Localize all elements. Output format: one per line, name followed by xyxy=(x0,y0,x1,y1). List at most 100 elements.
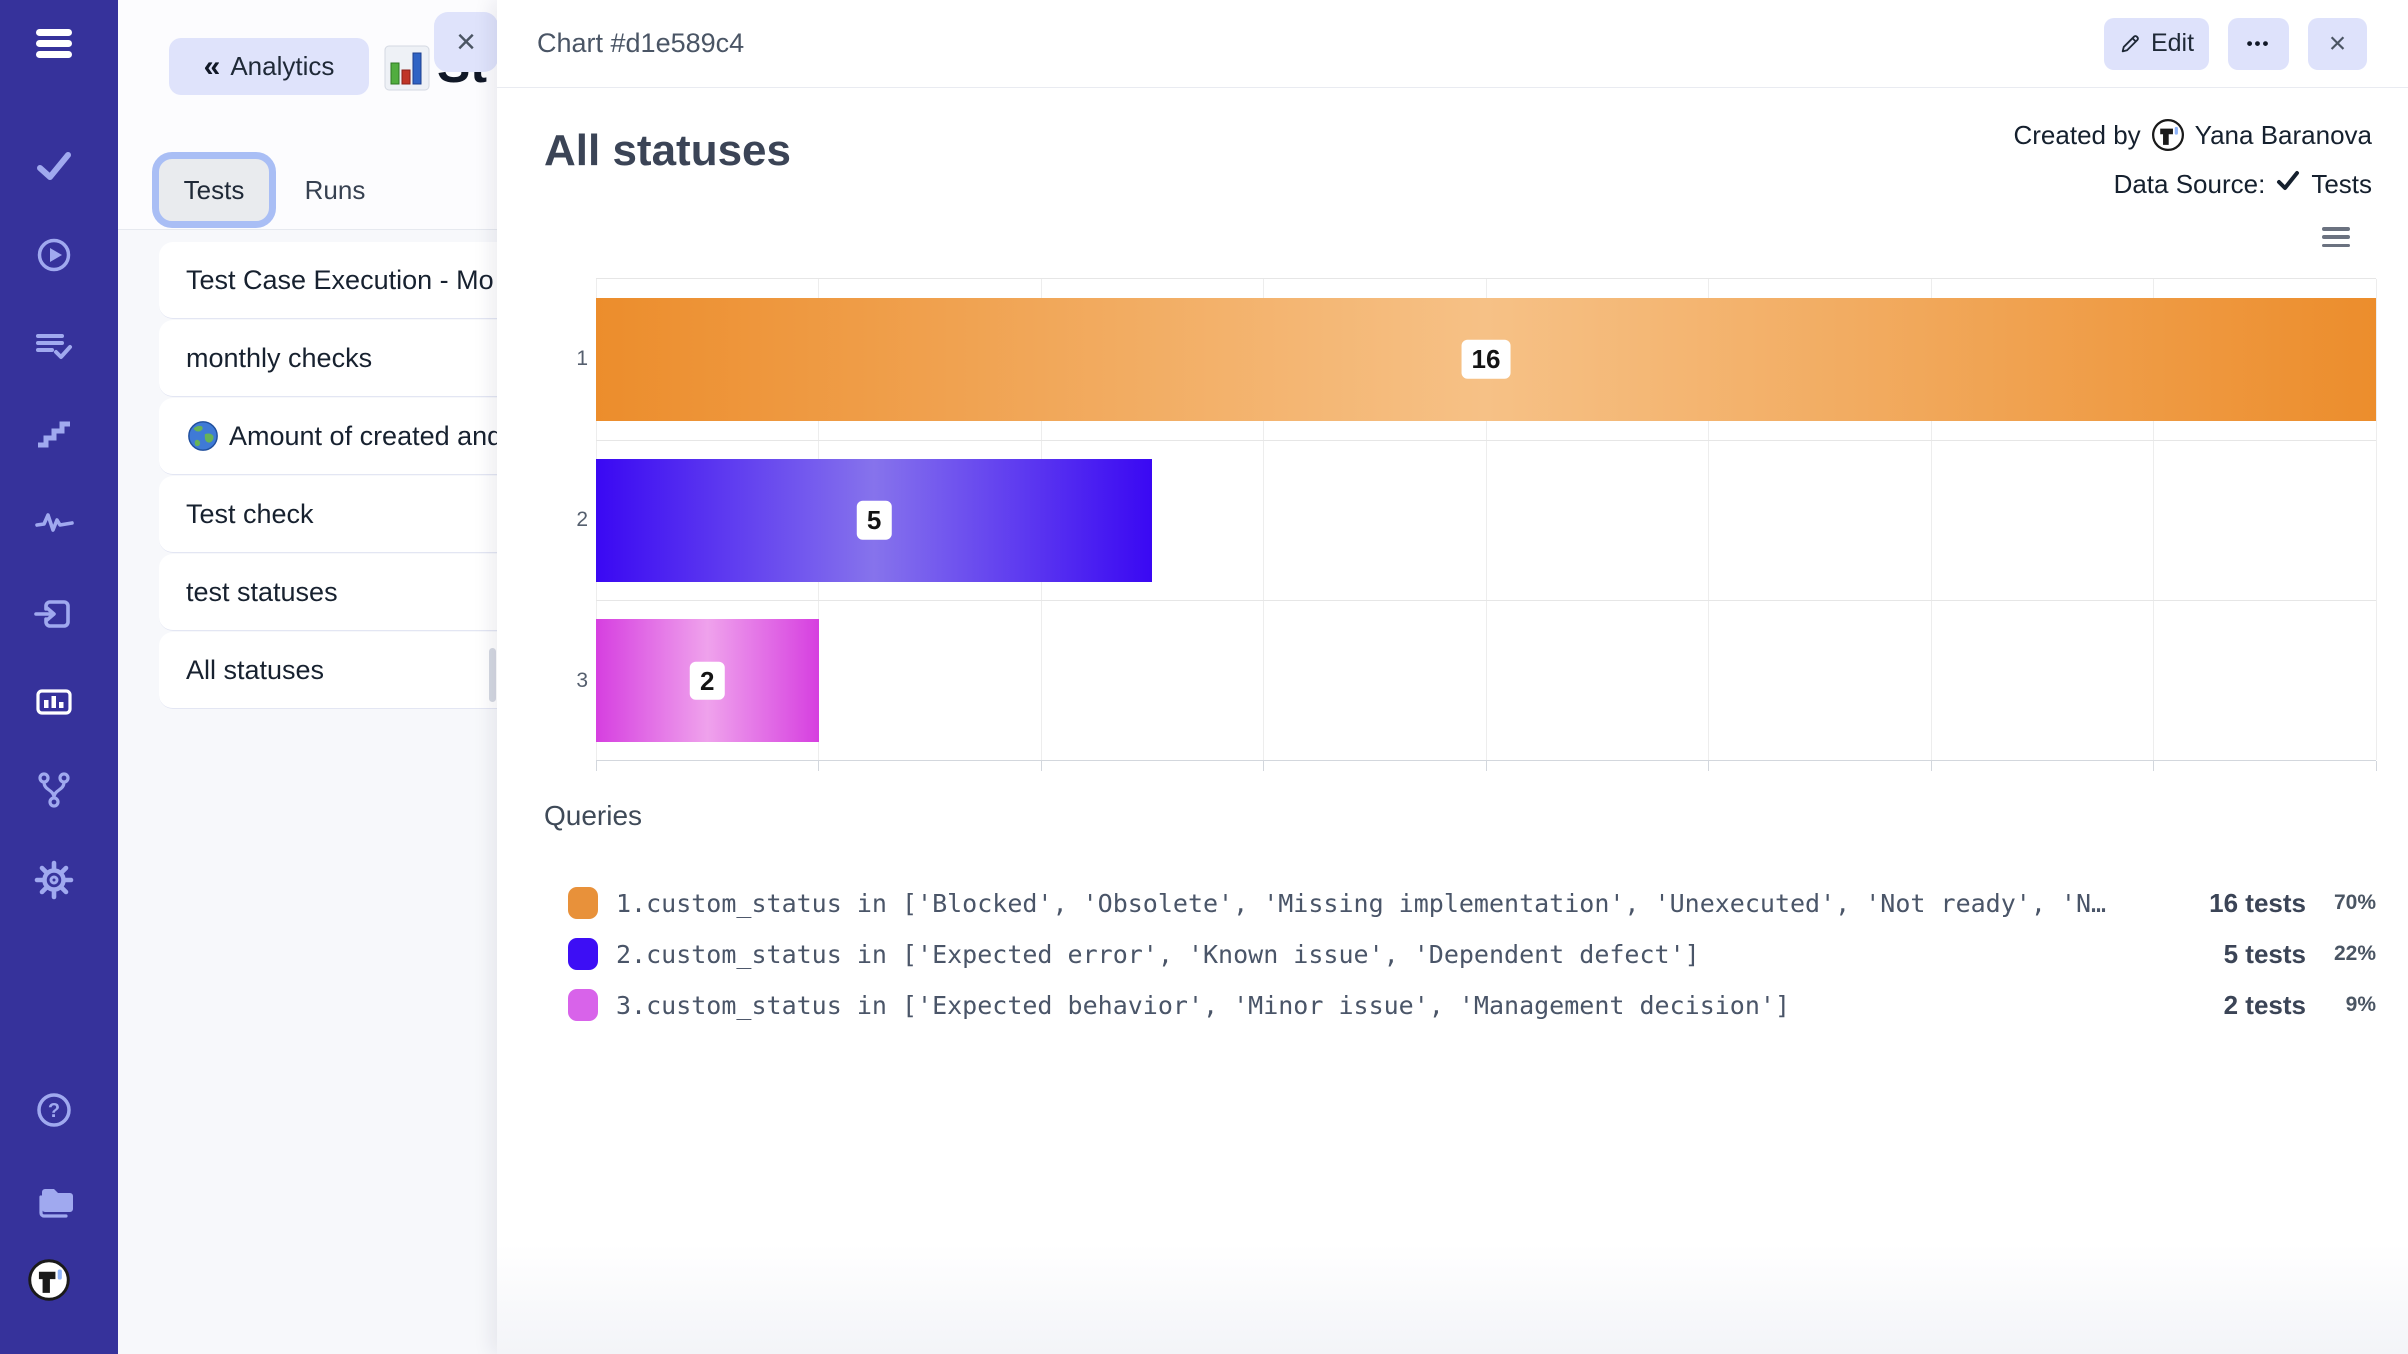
x-gridline xyxy=(1485,279,1487,760)
x-axis-tick xyxy=(1040,761,1042,771)
query-test-count: 5 tests xyxy=(2223,938,2306,969)
bar-value-label: 2 xyxy=(690,661,725,700)
sidebar-item-import[interactable] xyxy=(32,592,76,636)
projects-folder-icon[interactable] xyxy=(32,1178,76,1222)
query-row: 2.custom_status in ['Expected error', 'K… xyxy=(568,929,2376,979)
profile-avatar[interactable] xyxy=(27,1258,71,1302)
drawer-list-item[interactable]: All statuses xyxy=(159,632,497,709)
modal-close-button[interactable]: × xyxy=(2308,17,2367,70)
x-gridline xyxy=(1263,279,1264,760)
hamburger-menu-icon[interactable] xyxy=(32,22,76,66)
chart-id-title: Chart #d1e589c4 xyxy=(537,28,745,58)
edit-button-label: Edit xyxy=(2150,29,2195,57)
hamburger-icon xyxy=(2322,227,2350,231)
list-item-label: monthly checks xyxy=(186,342,373,373)
edit-button[interactable]: Edit xyxy=(2104,17,2209,70)
data-source-value: Tests xyxy=(2311,169,2372,199)
x-axis-tick xyxy=(1930,761,1932,771)
query-text: 1.custom_status in ['Blocked', 'Obsolete… xyxy=(616,888,2107,918)
query-color-swatch xyxy=(568,938,598,970)
tab-tests-label: Tests xyxy=(183,174,245,205)
query-row: 3.custom_status in ['Expected behavior',… xyxy=(568,980,2376,1030)
double-chevron-left-icon: « xyxy=(203,49,221,83)
query-color-swatch xyxy=(568,887,598,919)
drawer-list-item[interactable]: test statuses xyxy=(159,554,497,631)
query-rows: 1.custom_status in ['Blocked', 'Obsolete… xyxy=(568,878,2376,1031)
query-color-swatch xyxy=(568,989,598,1021)
list-item-label: All statuses xyxy=(186,654,325,685)
query-row: 1.custom_status in ['Blocked', 'Obsolete… xyxy=(568,878,2376,928)
help-icon[interactable]: ? xyxy=(32,1088,76,1132)
y-axis-label: 3 xyxy=(576,668,588,692)
analytics-back-label: Analytics xyxy=(230,51,335,81)
x-axis-tick xyxy=(1485,761,1487,771)
sidebar-item-analytics-active[interactable] xyxy=(32,680,76,724)
analytics-drawer: « Analytics St × Tests Runs Test Case Ex… xyxy=(118,0,498,1354)
created-by-label: Created by xyxy=(2013,119,2141,150)
chart-bar[interactable]: 16 xyxy=(596,297,2376,421)
data-source-label: Data Source: xyxy=(2113,169,2266,199)
query-percent: 22% xyxy=(2333,942,2376,965)
bar-value-label: 5 xyxy=(856,500,892,540)
drawer-chart-list: Test Case Execution - Mo monthly checks Am… xyxy=(118,230,497,1354)
globe-icon xyxy=(188,421,218,451)
tab-tests[interactable]: Tests xyxy=(152,152,276,228)
query-test-count: 16 tests xyxy=(2209,887,2306,918)
sidebar-item-tests[interactable] xyxy=(32,144,76,188)
sidebar-item-branches[interactable] xyxy=(32,769,76,813)
sidebar-item-runs[interactable] xyxy=(32,233,76,277)
drawer-list-item[interactable]: Amount of created and xyxy=(159,398,497,475)
query-percent: 70% xyxy=(2333,891,2376,914)
y-gridline xyxy=(596,600,2376,602)
x-gridline xyxy=(2375,279,2377,760)
chart-bar[interactable]: 2 xyxy=(596,619,819,743)
x-gridline xyxy=(1930,279,1932,760)
sidebar-item-steps[interactable] xyxy=(32,413,76,457)
drawer-list-item[interactable]: Test check xyxy=(159,476,497,553)
tab-runs-label: Runs xyxy=(304,174,366,205)
x-gridline xyxy=(2153,279,2154,760)
query-text: 2.custom_status in ['Expected error', 'K… xyxy=(616,939,1700,969)
list-item-label: Amount of created and xyxy=(229,420,497,451)
pencil-icon xyxy=(2121,34,2139,52)
x-axis-tick xyxy=(2375,761,2377,771)
x-axis-tick xyxy=(1708,761,1709,771)
chart-title: All statuses xyxy=(544,126,791,175)
more-options-button[interactable]: ••• xyxy=(2228,17,2289,70)
modal-header: Chart #d1e589c4 Edit ••• × xyxy=(497,0,2408,88)
sidebar-item-settings[interactable] xyxy=(32,858,76,902)
y-axis-label: 1 xyxy=(576,347,588,371)
list-item-label: Test Case Execution - Mo xyxy=(186,264,494,295)
chart-context-menu-button[interactable] xyxy=(2322,227,2350,247)
drawer-close-button[interactable]: × xyxy=(434,12,498,72)
chart-bar[interactable]: 5 xyxy=(596,458,1153,582)
ellipsis-icon: ••• xyxy=(2246,33,2271,53)
x-axis-line xyxy=(596,760,2376,761)
data-source-line: Data Source: Tests xyxy=(2114,168,2372,201)
close-icon: × xyxy=(2328,26,2347,60)
x-axis-tick xyxy=(1263,761,1264,771)
drawer-list-item[interactable]: Test Case Execution - Mo xyxy=(159,242,497,319)
bar-value-label: 16 xyxy=(1461,340,1511,379)
drawer-scrollbar[interactable] xyxy=(489,648,496,702)
close-icon: × xyxy=(456,22,476,61)
sidebar-item-pulse[interactable] xyxy=(32,502,76,546)
created-by-line: Created by Yana Baranova xyxy=(2013,118,2372,152)
drawer-list-item[interactable]: monthly checks xyxy=(159,320,497,397)
chart-meta: Created by Yana Baranova Data Source: Te… xyxy=(2013,118,2372,201)
author-name: Yana Baranova xyxy=(2194,119,2372,150)
x-axis-tick xyxy=(595,761,597,771)
sidebar: ? xyxy=(0,0,118,1354)
x-axis-tick xyxy=(2153,761,2154,771)
x-gridline xyxy=(1708,279,1709,760)
tab-runs[interactable]: Runs xyxy=(290,152,380,228)
query-text: 3.custom_status in ['Expected behavior',… xyxy=(616,990,1790,1020)
check-icon xyxy=(2275,168,2301,201)
y-gridline xyxy=(596,439,2376,441)
query-test-count: 2 tests xyxy=(2223,989,2306,1020)
drawer-header: « Analytics St × Tests Runs xyxy=(118,0,498,230)
analytics-back-button[interactable]: « Analytics xyxy=(169,38,369,95)
x-axis-tick xyxy=(818,761,819,771)
sidebar-item-test-plans[interactable] xyxy=(32,324,76,368)
